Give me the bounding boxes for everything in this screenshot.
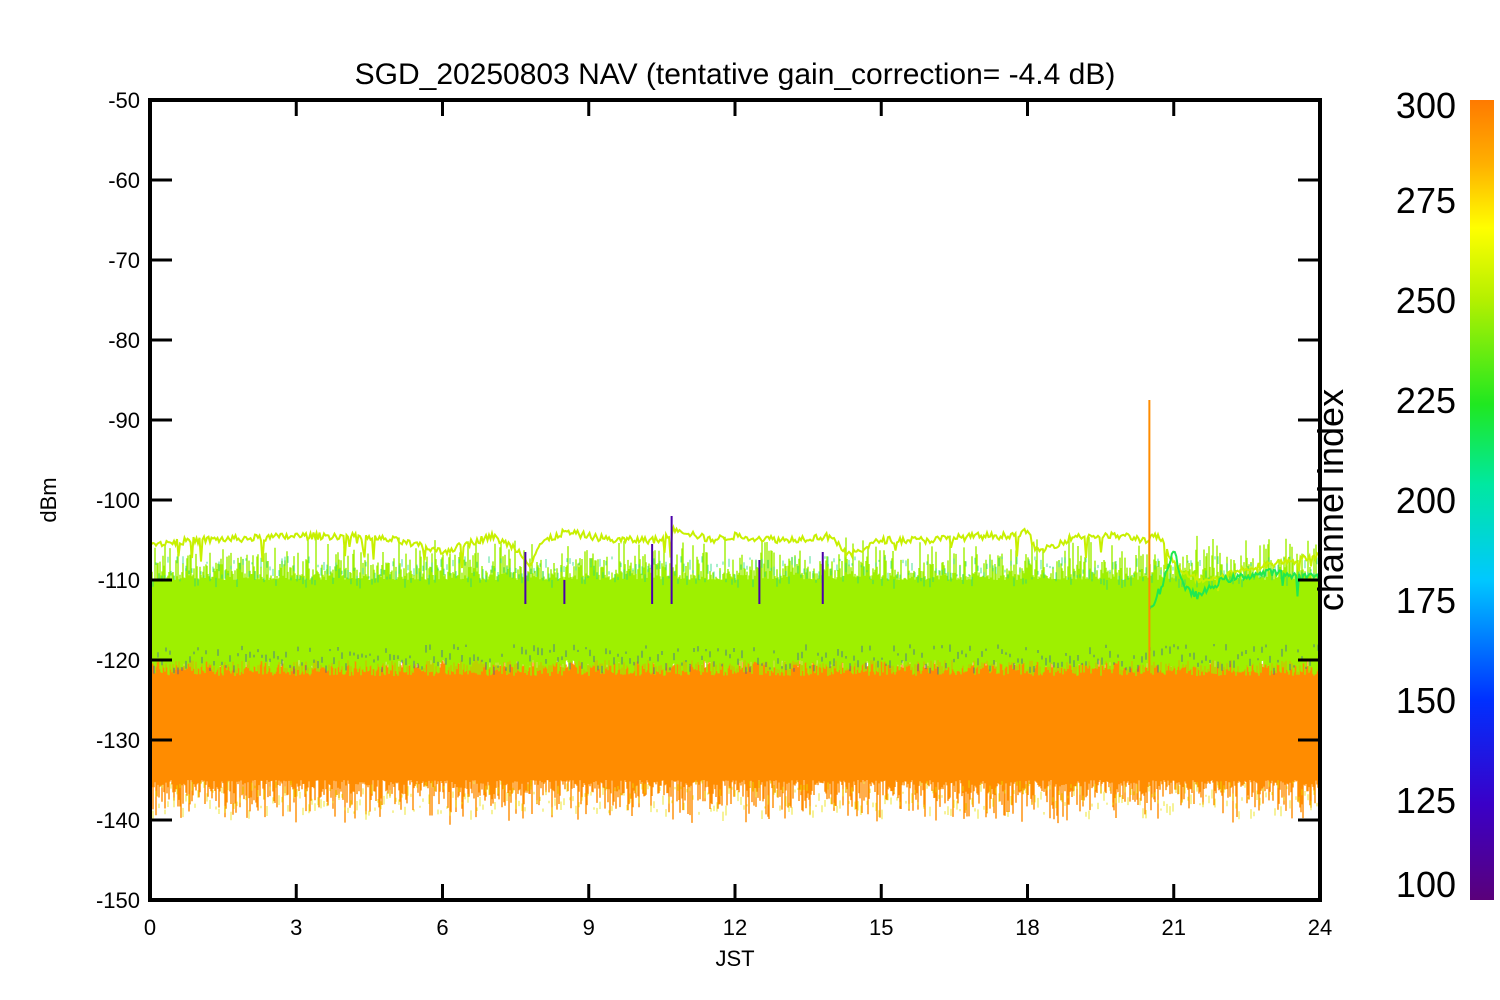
colorbar-tick-label: 175 [1396,580,1456,621]
y-tick-label: -140 [96,808,140,833]
y-tick-label: -130 [96,728,140,753]
colorbar-tick-label: 100 [1396,864,1456,905]
chart-title: SGD_20250803 NAV (tentative gain_correct… [355,58,1116,91]
y-tick-label: -50 [108,88,140,113]
x-tick-label: 3 [290,915,302,940]
series-band-speckle [150,780,1320,821]
x-tick-label: 0 [144,915,156,940]
y-tick-label: -100 [96,488,140,513]
y-tick-label: -150 [96,888,140,913]
series-line [1148,550,1320,610]
y-tick-label: -60 [108,168,140,193]
x-tick-label: 18 [1015,915,1039,940]
colorbar-ticks: 300 275 250 225 200 175 150 125 100 [1396,85,1456,905]
colorbar-tick-label: 200 [1396,480,1456,521]
colorbar [1470,100,1494,900]
noise-speckle [150,644,1319,675]
colorbar-tick-label: 250 [1396,280,1456,321]
colorbar-tick-label: 300 [1396,85,1456,126]
series-line [150,523,1320,592]
plot-area [150,400,1320,825]
colorbar-tick-label: 150 [1396,680,1456,721]
series-band-fill [150,644,1320,825]
axis-ticks: 0 3 6 9 12 15 18 21 24 -50 -60 -70 -80 -90 -100 -110 -12… [96,88,1332,940]
colorbar-tick-label: 125 [1396,780,1456,821]
x-tick-label: 9 [583,915,595,940]
series-band-fill [150,535,1320,676]
x-tick-label: 21 [1162,915,1186,940]
y-tick-label: -120 [96,648,140,673]
colorbar-label: channel index [1310,389,1351,611]
x-tick-label: 24 [1308,915,1332,940]
x-tick-label: 15 [869,915,893,940]
series-band [150,644,1320,825]
y-tick-label: -70 [108,248,140,273]
colorbar-tick-label: 225 [1396,380,1456,421]
y-tick-label: -110 [98,568,140,593]
x-tick-label: 12 [723,915,747,940]
y-tick-label: -80 [108,328,140,353]
colorbar-tick-label: 275 [1396,180,1456,221]
y-tick-label: -90 [108,408,140,433]
x-axis-label: JST [715,946,754,971]
y-axis-label: dBm [36,477,61,522]
series-band [150,535,1320,676]
x-tick-label: 6 [436,915,448,940]
series-band-speckle [150,556,1320,590]
